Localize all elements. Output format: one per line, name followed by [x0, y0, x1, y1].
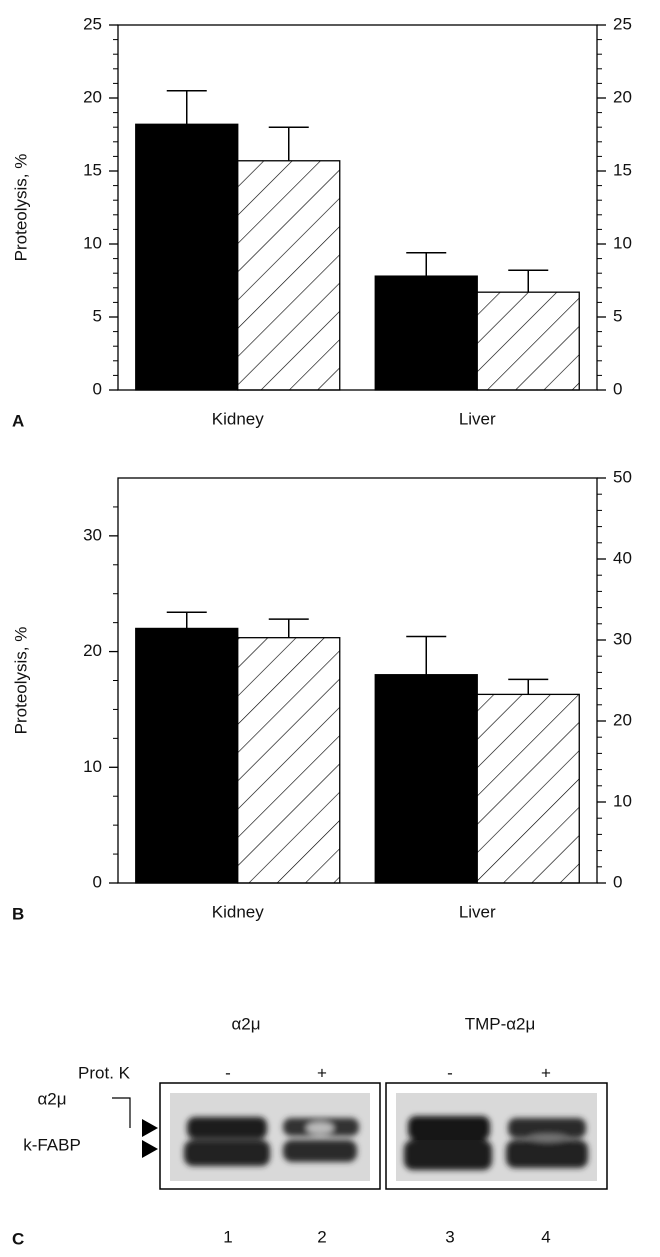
y-tick-label: 20: [83, 87, 102, 106]
y2-tick-label: 20: [613, 87, 632, 106]
arrowhead: [142, 1119, 158, 1137]
panel-label: B: [12, 904, 24, 923]
lane-number: 2: [317, 1227, 326, 1246]
y-axis-label: Proteolysis, %: [11, 154, 30, 262]
band-label: k-FABP: [23, 1135, 81, 1154]
y2-tick-label: 50: [613, 467, 632, 486]
y-tick-label: 5: [93, 306, 102, 325]
y-tick-label: 0: [93, 379, 102, 398]
y2-tick-label: 0: [613, 379, 622, 398]
x-tick-label: Liver: [459, 902, 496, 921]
group-label: α2μ: [231, 1014, 260, 1033]
bar: [136, 628, 238, 883]
treatment: +: [541, 1063, 551, 1082]
bar: [136, 124, 238, 390]
lane-number: 3: [445, 1227, 454, 1246]
y-axis-label: Proteolysis, %: [11, 627, 30, 735]
group-label: TMP-α2μ: [465, 1014, 536, 1033]
y2-tick-label: 0: [613, 872, 622, 891]
y2-tick-label: 5: [613, 306, 622, 325]
treatment: -: [225, 1063, 231, 1082]
arrowhead: [142, 1140, 158, 1158]
treatment: -: [447, 1063, 453, 1082]
treatment: +: [317, 1063, 327, 1082]
panel-label: A: [12, 411, 24, 430]
bar: [375, 276, 477, 390]
y2-tick-label: 25: [613, 14, 632, 33]
y2-tick-label: 10: [613, 791, 632, 810]
y2-tick-label: 20: [613, 710, 632, 729]
bar: [238, 638, 340, 883]
x-tick-label: Liver: [459, 409, 496, 428]
y-tick-label: 25: [83, 14, 102, 33]
y2-tick-label: 40: [613, 548, 632, 567]
bar: [477, 292, 579, 390]
x-tick-label: Kidney: [212, 409, 264, 428]
lane-number: 1: [223, 1227, 232, 1246]
y2-tick-label: 15: [613, 160, 632, 179]
y-tick-label: 30: [83, 525, 102, 544]
bar: [238, 161, 340, 390]
y-tick-label: 10: [83, 233, 102, 252]
y2-tick-label: 30: [613, 629, 632, 648]
y-tick-label: 20: [83, 641, 102, 660]
y-tick-label: 10: [83, 757, 102, 776]
bracket: [112, 1098, 130, 1128]
figure: C α2μ TMP-α2μ Prot. K - + - + α2μ k-FABP…: [0, 0, 660, 1257]
bar: [375, 675, 477, 883]
bar: [477, 694, 579, 883]
y2-tick-label: 10: [613, 233, 632, 252]
y-tick-label: 0: [93, 872, 102, 891]
x-tick-label: Kidney: [212, 902, 264, 921]
lane-number: 4: [541, 1227, 550, 1246]
panel-label: C: [12, 1229, 24, 1248]
band-label: α2μ: [37, 1089, 66, 1108]
gel-panel: C α2μ TMP-α2μ Prot. K - + - + α2μ k-FABP…: [12, 1014, 607, 1248]
y-tick-label: 15: [83, 160, 102, 179]
row-label: Prot. K: [78, 1063, 131, 1082]
